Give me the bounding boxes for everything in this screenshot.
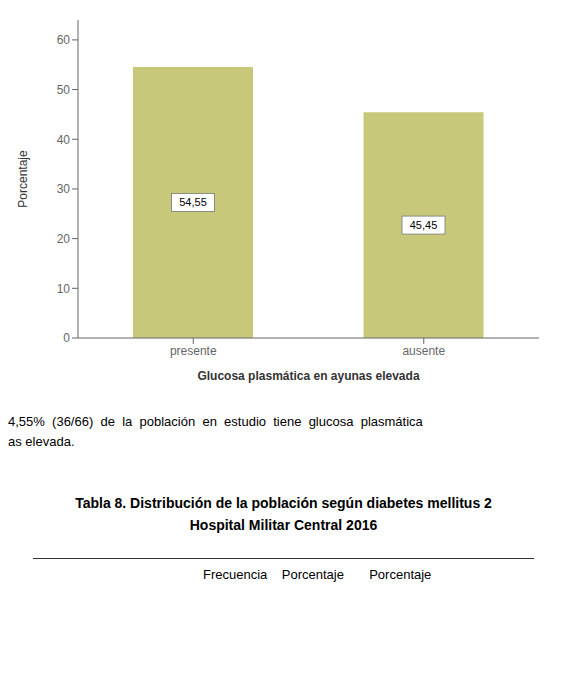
- html-text:Tabla 8. Distribución de la po: Tabla 8. Distribución de la población se…: [75, 495, 492, 511]
- svg-text:10: 10: [57, 282, 71, 296]
- svg-text:54,55: 54,55: [179, 196, 207, 208]
- svg-text:0: 0: [63, 331, 70, 345]
- svg-text:presente: presente: [170, 344, 217, 358]
- svg-text:45,45: 45,45: [410, 219, 438, 231]
- html-text:4,55% (36/66) de la población: 4,55% (36/66) de la población en estudio…: [8, 414, 423, 429]
- svg-text:40: 40: [57, 133, 71, 147]
- svg-text:Porcentaje: Porcentaje: [16, 150, 30, 208]
- html-text:Hospital Militar Central 2016: Hospital Militar Central 2016: [189, 517, 378, 533]
- svg-text:50: 50: [57, 83, 71, 97]
- svg-text:20: 20: [57, 232, 71, 246]
- html-text:as elevada.: as elevada.: [8, 434, 75, 449]
- svg-text:60: 60: [57, 33, 71, 47]
- svg-text:30: 30: [57, 182, 71, 196]
- svg-text:ausente: ausente: [402, 344, 445, 358]
- html-text:Frecuencia Porcentaje Porcenta: Frecuencia Porcentaje Porcentaje: [203, 567, 432, 582]
- svg-text:Glucosa plasmática en ayunas e: Glucosa plasmática en ayunas elevada: [197, 369, 419, 383]
